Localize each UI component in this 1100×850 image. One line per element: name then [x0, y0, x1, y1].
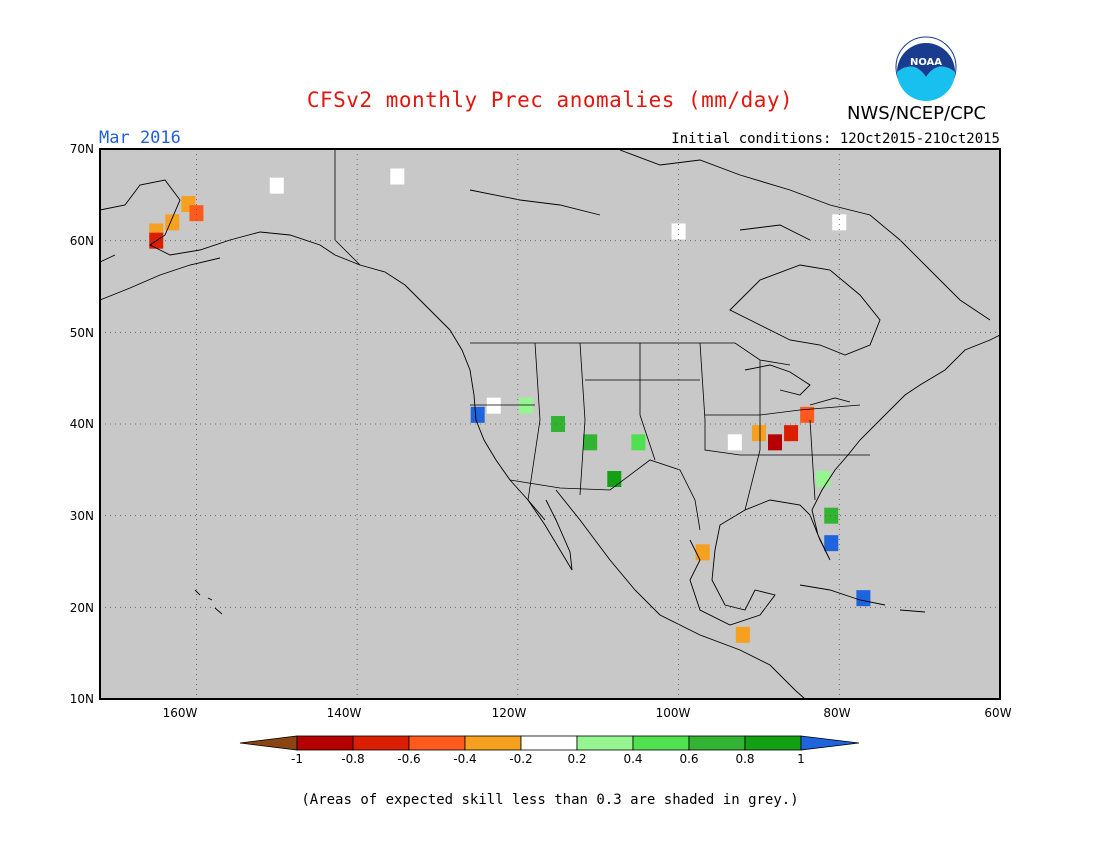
anomaly-cell — [470, 406, 485, 423]
colorbar-max-arrow — [800, 735, 860, 751]
anomaly-cell — [824, 535, 839, 552]
anomaly-cell — [671, 223, 686, 240]
anomaly-cell — [832, 214, 847, 231]
map-border — [99, 148, 1001, 700]
anomaly-cell — [518, 397, 533, 414]
lat-label-30n: 30N — [70, 509, 94, 523]
noaa-logo: NOAA — [895, 36, 957, 101]
colorbar-label-3: -0.4 — [453, 752, 476, 766]
agency-label: NWS/NCEP/CPC — [847, 103, 987, 124]
colorbar-label-8: 0.8 — [735, 752, 754, 766]
colorbar: -1 -0.8 -0.6 -0.4 -0.2 0.2 0.4 0.6 0.8 1 — [239, 735, 860, 766]
anomaly-cell — [824, 507, 839, 524]
colorbar-segment — [464, 735, 522, 751]
anomaly-cell — [607, 471, 622, 487]
anomaly-cell — [768, 434, 782, 451]
colorbar-segment — [352, 735, 410, 751]
colorbar-segment — [576, 735, 634, 751]
map-area — [99, 148, 1001, 700]
anomaly-cell — [800, 406, 815, 423]
anomaly-cell — [189, 205, 204, 222]
anomaly-cell — [727, 434, 742, 451]
colorbar-label-6: 0.4 — [623, 752, 642, 766]
lon-label-80w: 80W — [823, 706, 850, 720]
lat-label-70n: 70N — [70, 142, 94, 156]
colorbar-segment — [408, 735, 466, 751]
lat-axis: 10N 20N 30N 40N 50N 60N 70N — [70, 142, 94, 706]
footnote: (Areas of expected skill less than 0.3 a… — [301, 792, 799, 808]
coastlines — [99, 149, 1001, 700]
colorbar-segment — [688, 735, 746, 751]
lon-label-100w: 100W — [656, 706, 691, 720]
anomaly-cell — [856, 590, 871, 607]
colorbar-segment — [296, 735, 354, 751]
lat-label-40n: 40N — [70, 417, 94, 431]
lon-label-160w: 160W — [163, 706, 198, 720]
lon-label-120w: 120W — [492, 706, 527, 720]
anomaly-cell — [269, 177, 284, 194]
anomaly-cell — [695, 544, 710, 561]
political-borders — [334, 150, 870, 531]
colorbar-min-arrow — [239, 735, 298, 751]
lon-label-140w: 140W — [327, 706, 362, 720]
map-title: CFSv2 monthly Prec anomalies (mm/day) — [306, 88, 794, 112]
colorbar-label-5: 0.2 — [567, 752, 586, 766]
anomaly-cell — [816, 471, 831, 487]
colorbar-label-7: 0.6 — [679, 752, 698, 766]
lat-label-50n: 50N — [70, 326, 94, 340]
colorbar-label-0: -1 — [291, 752, 303, 766]
anomaly-cell — [486, 397, 501, 414]
noaa-logo-text: NOAA — [910, 57, 942, 68]
lat-label-60n: 60N — [70, 234, 94, 248]
lon-label-60w: 60W — [984, 706, 1011, 720]
forecast-month: Mar 2016 — [99, 128, 181, 148]
anomaly-cell — [735, 626, 750, 643]
colorbar-segment — [632, 735, 690, 751]
colorbar-label-9: 1 — [797, 752, 805, 766]
anomaly-cell — [751, 425, 766, 442]
anomaly-cell — [631, 434, 646, 451]
colorbar-labels: -1 -0.8 -0.6 -0.4 -0.2 0.2 0.4 0.6 0.8 1 — [291, 752, 805, 766]
anomaly-cell — [551, 416, 566, 432]
colorbar-label-1: -0.8 — [341, 752, 364, 766]
colorbar-segment — [744, 735, 802, 751]
lon-axis: 160W 140W 120W 100W 80W 60W — [163, 706, 1012, 720]
grid-lines — [100, 149, 1000, 699]
anomaly-cell — [583, 434, 598, 451]
lat-label-10n: 10N — [70, 692, 94, 706]
lat-label-20n: 20N — [70, 601, 94, 615]
colorbar-label-2: -0.6 — [397, 752, 420, 766]
anomaly-cell — [784, 425, 799, 442]
initial-conditions: Initial conditions: 12Oct2015-21Oct2015 — [671, 131, 1000, 147]
colorbar-segment — [520, 735, 578, 751]
anomaly-cell — [390, 168, 405, 185]
anomaly-patches — [149, 168, 871, 643]
anomaly-cell — [165, 214, 180, 231]
colorbar-label-4: -0.2 — [509, 752, 532, 766]
